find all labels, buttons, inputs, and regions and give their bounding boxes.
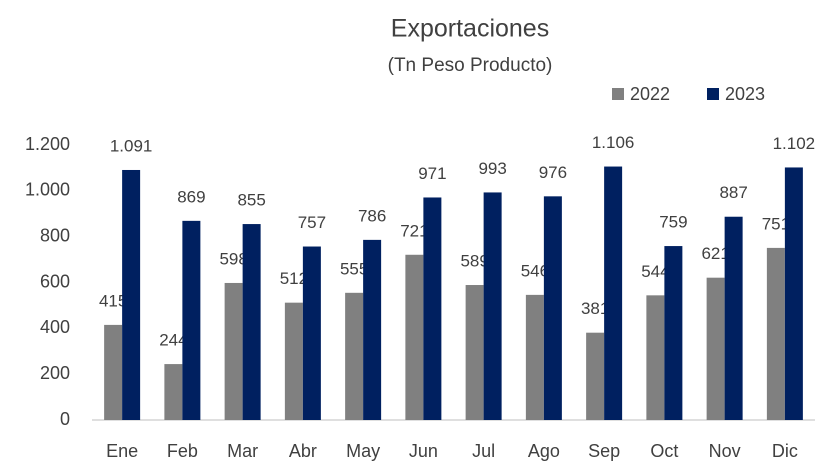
- bar: [405, 254, 424, 420]
- bar: [525, 294, 544, 420]
- value-label: 546: [521, 261, 549, 280]
- x-tick-label: Ago: [528, 441, 560, 461]
- value-label: 759: [659, 213, 687, 232]
- value-label: 1.102: [773, 134, 816, 153]
- chart-title: Exportaciones: [391, 15, 549, 43]
- value-label: 869: [177, 187, 205, 206]
- value-label: 415: [99, 291, 127, 310]
- value-label: 555: [340, 259, 368, 278]
- value-label: 381: [581, 299, 609, 318]
- x-tick-label: May: [346, 441, 380, 461]
- value-label: 598: [219, 249, 247, 268]
- value-label: 544: [641, 262, 669, 281]
- x-tick-label: Abr: [289, 441, 317, 461]
- bar: [284, 302, 303, 420]
- legend-label: 2023: [725, 84, 765, 104]
- bar: [164, 364, 183, 420]
- bar: [766, 247, 785, 420]
- x-tick-label: Nov: [709, 441, 741, 461]
- bar: [363, 239, 382, 420]
- value-label: 1.106: [592, 133, 635, 152]
- bar: [345, 292, 364, 420]
- y-tick-label: 1.200: [25, 134, 70, 154]
- value-label: 757: [298, 213, 326, 232]
- bar: [182, 220, 201, 420]
- bar: [104, 324, 123, 420]
- value-label: 621: [701, 244, 729, 263]
- bar: [706, 277, 725, 420]
- bar: [242, 224, 261, 420]
- bar: [543, 196, 562, 420]
- value-label: 887: [719, 183, 747, 202]
- bar: [604, 166, 623, 420]
- chart-subtitle: (Tn Peso Producto): [388, 55, 553, 76]
- y-tick-label: 0: [60, 409, 70, 429]
- value-label: 244: [159, 331, 187, 350]
- value-label: 993: [478, 159, 506, 178]
- bar: [646, 295, 665, 420]
- x-tick-label: Feb: [167, 441, 198, 461]
- x-tick-label: Jul: [472, 441, 495, 461]
- y-tick-label: 800: [40, 225, 70, 245]
- bar: [586, 332, 605, 420]
- legend-swatch: [612, 88, 624, 100]
- value-label: 589: [460, 252, 488, 271]
- bar: [784, 167, 803, 420]
- x-tick-label: Oct: [650, 441, 678, 461]
- bar: [122, 169, 141, 420]
- bar: [224, 282, 243, 420]
- legend-swatch: [707, 88, 719, 100]
- x-tick-label: Jun: [409, 441, 438, 461]
- y-tick-label: 1.000: [25, 180, 70, 200]
- y-tick-label: 400: [40, 317, 70, 337]
- x-tick-label: Sep: [588, 441, 620, 461]
- value-label: 786: [358, 206, 386, 225]
- value-label: 512: [280, 269, 308, 288]
- value-label: 855: [237, 191, 265, 210]
- value-label: 1.091: [110, 136, 153, 155]
- y-tick-label: 200: [40, 363, 70, 383]
- value-label: 971: [418, 164, 446, 183]
- legend-label: 2022: [630, 84, 670, 104]
- value-label: 751: [762, 214, 790, 233]
- bar: [664, 246, 683, 420]
- bar: [423, 197, 442, 420]
- value-label: 976: [539, 163, 567, 182]
- bar: [483, 192, 502, 420]
- x-tick-label: Ene: [106, 441, 138, 461]
- value-label: 721: [400, 221, 428, 240]
- bar: [465, 285, 484, 420]
- bar: [302, 246, 321, 420]
- x-tick-label: Dic: [772, 441, 798, 461]
- y-tick-label: 600: [40, 271, 70, 291]
- bar: [724, 216, 743, 420]
- x-tick-label: Mar: [227, 441, 258, 461]
